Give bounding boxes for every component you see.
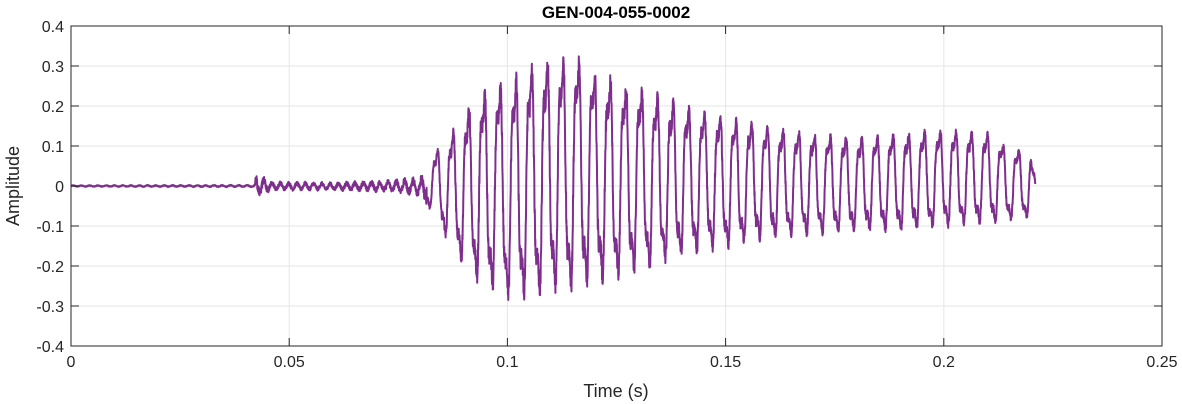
y-tick-labels: -0.4 -0.3 -0.2 -0.1 0 0.1 0.2 0.3 0.4	[36, 19, 64, 356]
y-tick-label: -0.2	[36, 259, 64, 276]
x-tick-label: 0.15	[710, 354, 741, 371]
y-tick-label: 0.2	[42, 99, 64, 116]
chart-title: GEN-004-055-0002	[542, 3, 690, 22]
x-axis-label: Time (s)	[583, 381, 648, 401]
y-tick-label: 0.4	[42, 19, 64, 36]
x-tick-label: 0.05	[274, 354, 305, 371]
x-tick-label: 0.25	[1146, 354, 1177, 371]
x-tick-labels: 0 0.05 0.1 0.15 0.2 0.25	[67, 354, 1178, 371]
y-axis-label: Amplitude	[3, 146, 23, 226]
waveform-line	[70, 55, 1037, 301]
x-tick-label: 0.2	[933, 354, 955, 371]
x-tick-label: 0	[67, 354, 76, 371]
y-tick-label: -0.1	[36, 219, 64, 236]
y-tick-label: 0.3	[42, 59, 64, 76]
y-tick-label: 0	[55, 179, 64, 196]
x-tick-label: 0.1	[496, 354, 518, 371]
y-tick-label: -0.4	[36, 339, 64, 356]
y-tick-label: 0.1	[42, 139, 64, 156]
axis-ticks	[70, 25, 1163, 347]
y-tick-label: -0.3	[36, 299, 64, 316]
